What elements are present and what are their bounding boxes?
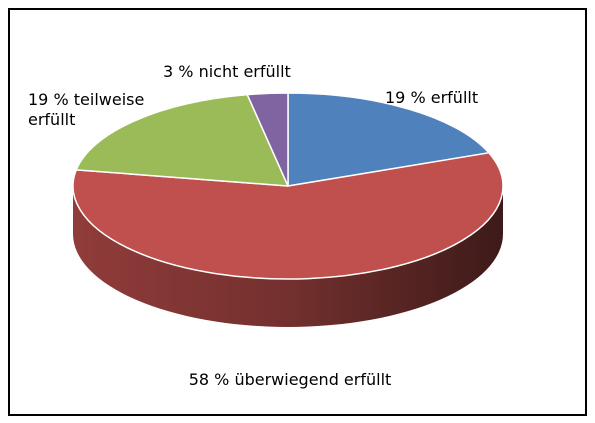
category-label: erfüllt bbox=[430, 88, 479, 107]
slice bbox=[72, 152, 504, 280]
chart-frame bbox=[8, 8, 587, 416]
slice bbox=[287, 92, 490, 187]
data-label: 3 % nicht erfüllt bbox=[163, 62, 383, 82]
value-label: 19 % bbox=[385, 88, 426, 107]
slice-side bbox=[73, 186, 503, 327]
value-label: 58 % bbox=[188, 370, 230, 389]
slice bbox=[75, 93, 289, 187]
category-label: teilweise erfüllt bbox=[28, 90, 145, 129]
value-label: 3 % bbox=[163, 62, 194, 81]
data-label: 19 % erfüllt bbox=[385, 88, 575, 108]
value-label: 19 % bbox=[28, 90, 69, 109]
data-label: 19 % teilweise erfüllt bbox=[28, 90, 168, 130]
category-label: nicht erfüllt bbox=[198, 62, 291, 81]
slice bbox=[246, 92, 289, 187]
category-label: überwiegend erfüllt bbox=[234, 370, 392, 389]
data-label: 58 % überwiegend erfüllt bbox=[140, 370, 440, 390]
